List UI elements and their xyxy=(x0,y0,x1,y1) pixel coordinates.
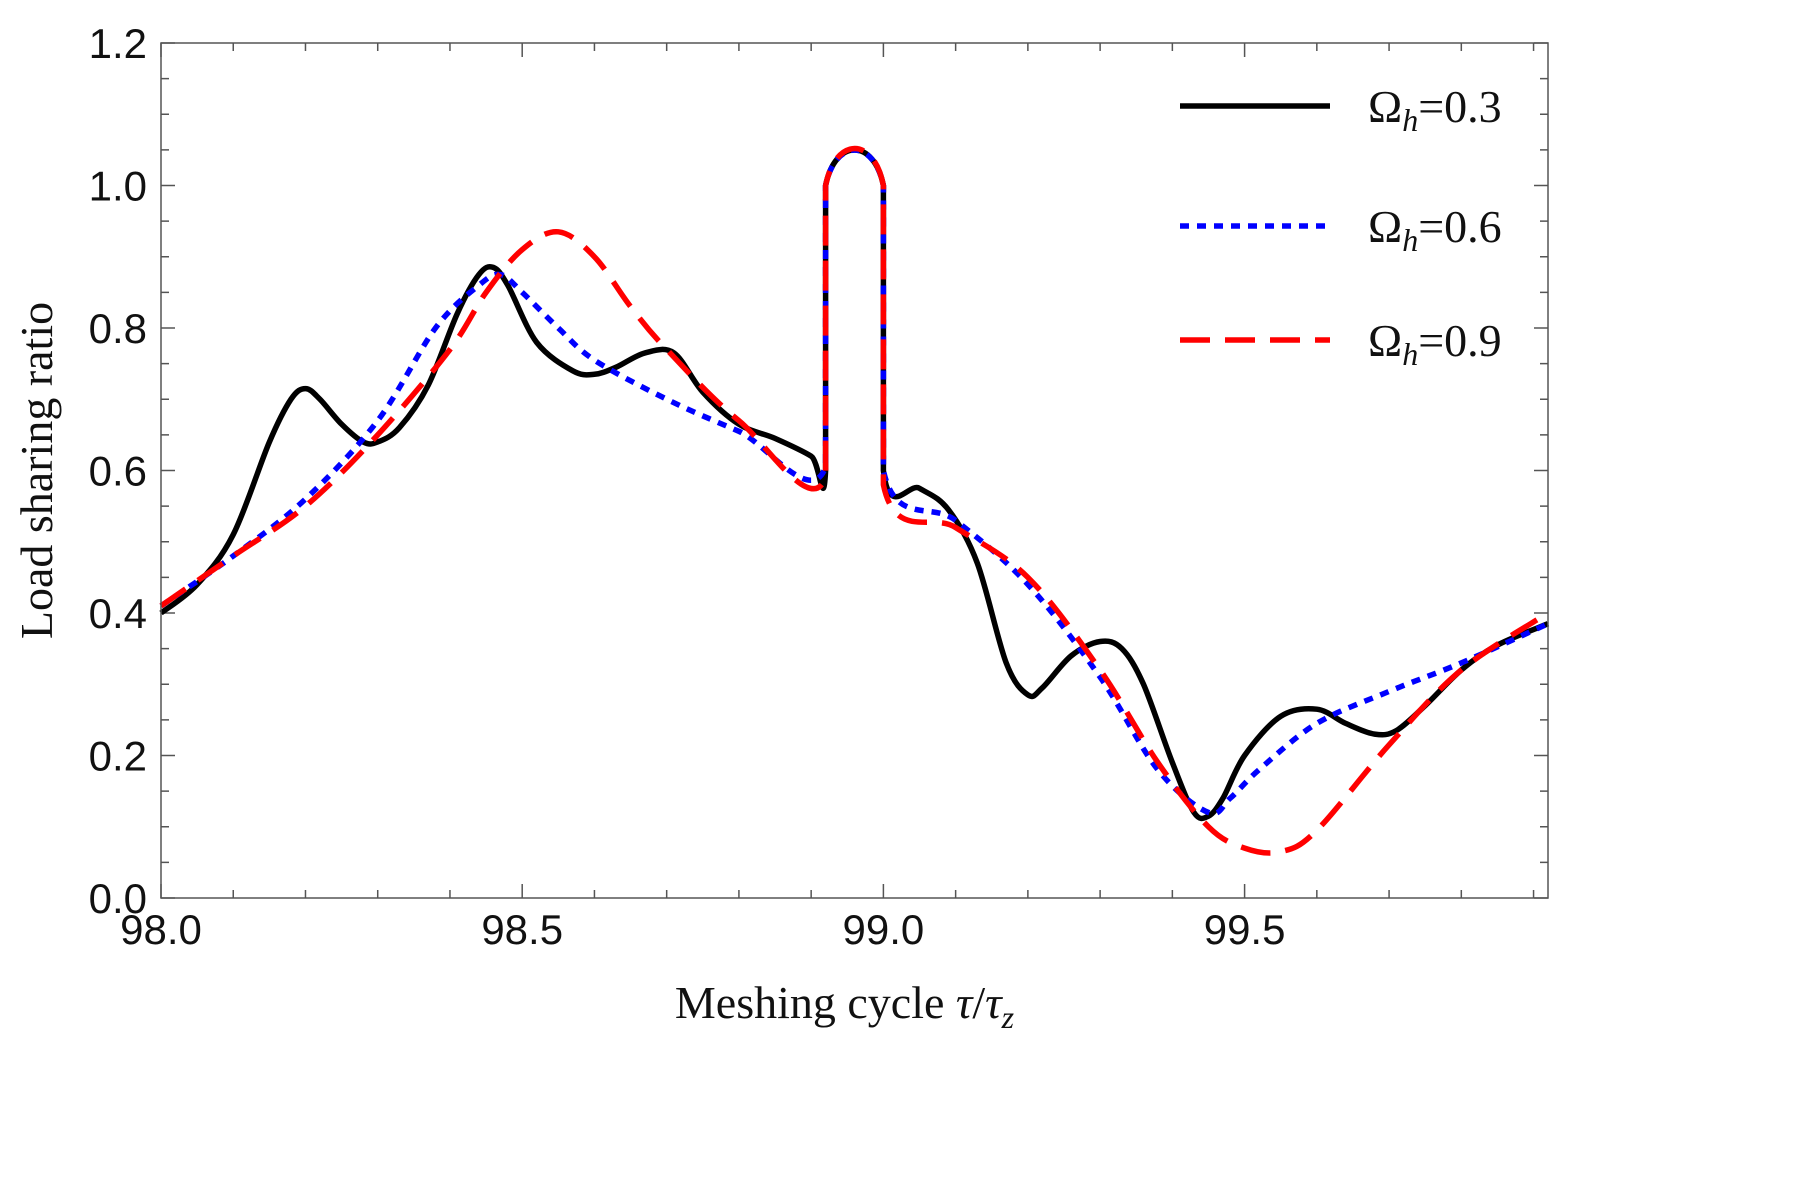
series-line-0-3 xyxy=(159,147,1550,822)
series-lines xyxy=(159,145,1550,856)
y-tick-label: 1.0 xyxy=(89,163,147,210)
tick-labels: 98.0 98.5 99.0 99.5 0.0 0.2 0.4 0.6 0.8 1.0 1.2 xyxy=(89,20,1286,953)
x-axis-title-tau: τ xyxy=(956,977,974,1028)
x-axis-title-tau-z: τ xyxy=(985,977,1003,1028)
x-tick-label: 99.0 xyxy=(843,906,925,953)
x-tick-label: 98.5 xyxy=(481,906,563,953)
series-line-0-6 xyxy=(159,147,1550,817)
tick-marks xyxy=(160,42,1548,899)
x-axis-title-slash: / xyxy=(972,977,985,1028)
series-line-0-9 xyxy=(159,145,1550,856)
legend-label: Ωh=0.3 xyxy=(1368,81,1502,138)
legend: Ωh=0.3 Ωh=0.6 Ωh=0.9 xyxy=(1180,81,1502,372)
x-tick-label: 99.5 xyxy=(1204,906,1286,953)
y-tick-label: 0.4 xyxy=(89,590,147,637)
x-axis-title-subscript: z xyxy=(1001,999,1015,1035)
plot-area-frame xyxy=(160,42,1549,899)
y-tick-label: 0.6 xyxy=(89,448,147,495)
x-tick-label: 98.0 xyxy=(120,906,202,953)
legend-label: Ωh=0.9 xyxy=(1368,315,1502,372)
y-tick-label: 1.2 xyxy=(89,20,147,67)
legend-label: Ωh=0.6 xyxy=(1368,201,1502,258)
y-tick-label: 0.0 xyxy=(89,875,147,922)
y-tick-label: 0.8 xyxy=(89,305,147,352)
x-axis-title-main: Meshing cycle xyxy=(675,977,956,1028)
y-tick-label: 0.2 xyxy=(89,733,147,780)
x-axis-title: Meshing cycle τ/τz xyxy=(675,977,1015,1035)
y-axis-title: Load sharing ratio xyxy=(11,302,62,639)
